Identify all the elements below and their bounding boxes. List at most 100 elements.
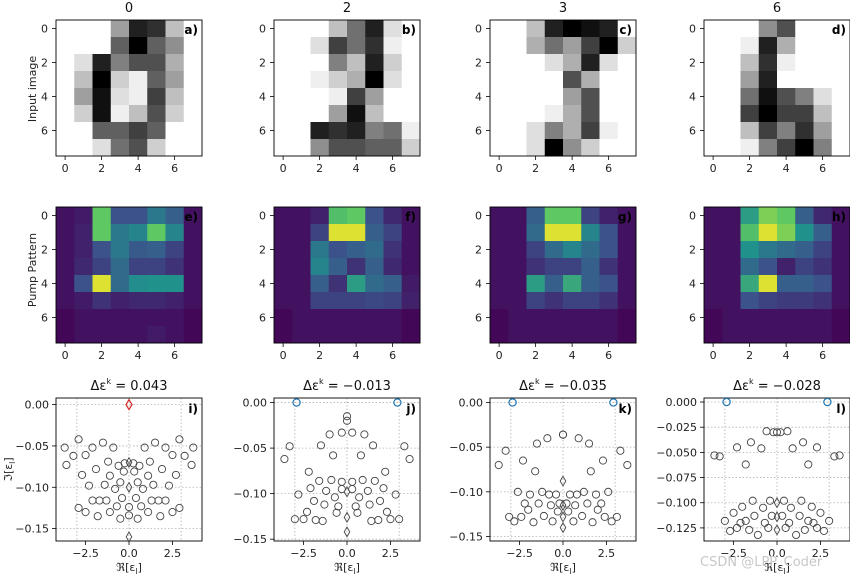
heatmap-cell xyxy=(581,326,600,344)
heatmap-cell xyxy=(365,309,384,327)
eigenvalue-point xyxy=(379,484,388,493)
heatmap-cell xyxy=(165,241,185,259)
y-tick-label: −0.10 xyxy=(449,486,483,499)
heatmap-cell xyxy=(347,71,366,89)
eigenvalue-point xyxy=(137,502,146,511)
eigenvalue-point xyxy=(84,481,94,490)
eigenvalue-point xyxy=(294,490,303,499)
heatmap-cell xyxy=(617,292,637,310)
heatmap-cell xyxy=(617,309,637,327)
panel-label: c) xyxy=(619,23,632,37)
heatmap-cell xyxy=(129,309,148,327)
eigenvalue-point xyxy=(304,467,313,476)
eigenvalue-point xyxy=(375,496,385,505)
heatmap-cell xyxy=(328,224,348,242)
heatmap-panel-g: 0 2 4 6 0 2 4 6 g) xyxy=(475,206,637,362)
eigenvalue-point xyxy=(612,512,621,521)
x-tick-label: 0 xyxy=(62,349,69,362)
eigenvalue-point xyxy=(598,456,608,465)
eigenvalue-point xyxy=(738,502,747,511)
heatmap-cell xyxy=(722,309,741,327)
heatmap-cell xyxy=(599,241,619,259)
heatmap-cell xyxy=(599,37,619,55)
heatmap-cell xyxy=(704,20,723,38)
scatter-panel-l: −2.5 0.0 2.5 0.000 −0.025 −0.050 −0.075 −0.100 −… xyxy=(656,377,850,575)
heatmap-cell xyxy=(795,258,814,276)
eigenvalue-point xyxy=(81,450,90,460)
heatmap-cell xyxy=(347,326,366,344)
panel-title: Δεk = 0.043 xyxy=(91,377,168,394)
y-tick-label: 2 xyxy=(689,244,696,257)
heatmap-cell xyxy=(365,88,384,106)
scatter-panel-k: −2.5 0.0 2.5 0.00 −0.05 −0.10 −0.15 Δεk = −0.03… xyxy=(449,377,637,575)
y-tick-label: 0.00 xyxy=(459,396,484,409)
eigenvalue-point xyxy=(360,430,369,439)
heatmap-cell xyxy=(74,20,93,38)
y-tick-label: 4 xyxy=(475,278,482,291)
heatmap-cell xyxy=(328,326,348,344)
heatmap-cell xyxy=(310,326,330,344)
y-tick-label: 4 xyxy=(41,278,48,291)
heatmap-cell xyxy=(74,139,93,157)
x-tick-label: 4 xyxy=(783,162,790,175)
heatmap-cell xyxy=(129,224,148,242)
heatmap-cell xyxy=(92,20,112,38)
heatmap-cell xyxy=(563,20,582,38)
heatmap-cell xyxy=(813,241,833,259)
eigenvalue-point xyxy=(348,477,357,486)
heatmap-cell xyxy=(508,54,527,72)
heatmap-cell xyxy=(599,139,619,157)
eigenvalue-point xyxy=(760,518,769,527)
heatmap-cell xyxy=(777,88,796,106)
heatmap-cell xyxy=(56,207,75,225)
x-tick-label: 2 xyxy=(532,349,539,362)
x-tick-label: 0 xyxy=(280,162,287,175)
heatmap-cell xyxy=(56,122,75,140)
heatmap-cell xyxy=(508,275,527,293)
heatmap-cell xyxy=(599,88,619,106)
y-tick-label: −0.10 xyxy=(233,488,267,501)
eigenvalue-point xyxy=(532,439,541,448)
heatmap-cell xyxy=(56,88,75,106)
x-tick-label: 0 xyxy=(710,349,717,362)
heatmap-cell xyxy=(274,71,293,89)
heatmap-cell xyxy=(526,54,546,72)
heatmap-cell xyxy=(544,139,564,157)
eigenvalue-point xyxy=(156,512,165,521)
heatmap-cell xyxy=(383,292,403,310)
heatmap-cell xyxy=(92,71,112,89)
eigenvalue-point xyxy=(175,503,184,512)
heatmap-cell xyxy=(581,309,600,327)
heatmap-cell xyxy=(508,309,527,327)
heatmap-cell xyxy=(581,71,600,89)
eigenvalue-point xyxy=(315,476,324,485)
heatmap-cell xyxy=(526,139,546,157)
heatmap-cell xyxy=(526,20,546,38)
heatmap-cell xyxy=(183,309,203,327)
heatmap-cell xyxy=(831,88,850,106)
heatmap-cell xyxy=(617,105,637,123)
heatmap-cell xyxy=(831,37,850,55)
y-tick-label: 4 xyxy=(475,91,482,104)
heatmap-cell xyxy=(274,207,293,225)
heatmap-cell xyxy=(129,292,148,310)
x-tick-label: 2 xyxy=(746,349,753,362)
axes-frame xyxy=(489,19,637,157)
heatmap-cell xyxy=(526,88,546,106)
x-tick-label: 0 xyxy=(496,162,503,175)
heatmap-cell xyxy=(365,37,384,55)
eigenvalue-point xyxy=(569,517,578,526)
heatmap-cell xyxy=(56,326,75,344)
heatmap-cell xyxy=(813,71,833,89)
heatmap-cell xyxy=(56,241,75,259)
eigenvalue-point xyxy=(804,516,813,525)
heatmap-cell xyxy=(831,292,850,310)
eigenvalue-point xyxy=(74,503,83,512)
heatmap-cell xyxy=(831,224,850,242)
eigenvalue-point xyxy=(391,490,400,499)
eigenvalue-point xyxy=(586,467,595,476)
eigenvalue-point xyxy=(524,505,533,514)
x-tick-label: 4 xyxy=(783,349,790,362)
eigenvalue-point xyxy=(565,490,575,499)
eigenvalue-diamond xyxy=(559,475,567,487)
